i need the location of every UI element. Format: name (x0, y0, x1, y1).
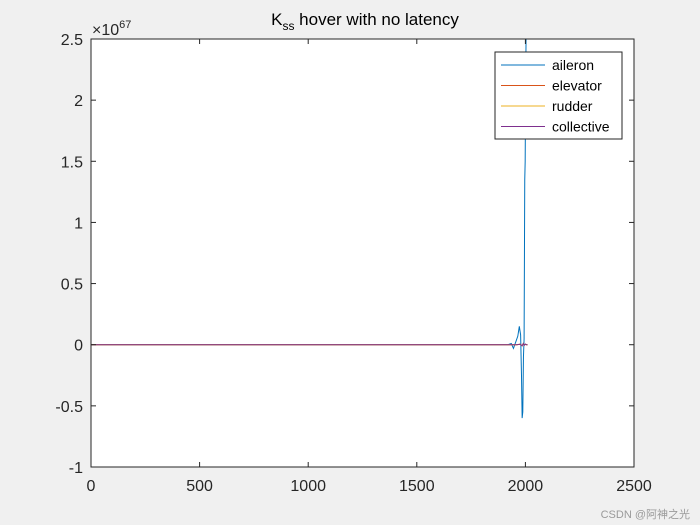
legend-label-collective: collective (552, 119, 610, 135)
legend-label-aileron: aileron (552, 57, 594, 73)
svg-text:Kss hover with no latency: Kss hover with no latency (271, 10, 459, 33)
x-tick-label: 1500 (399, 478, 435, 495)
x-tick-label: 1000 (290, 478, 326, 495)
watermark: CSDN @阿神之光 (601, 507, 690, 521)
chart-title: Kss hover with no latency (271, 10, 459, 33)
y-exponent-power: 67 (119, 19, 131, 31)
y-tick-label: 0.5 (61, 277, 83, 294)
y-exponent-label: ×1067 (92, 19, 131, 39)
series-line-aileron (91, 39, 528, 419)
series-line-collective (91, 342, 528, 347)
legend-box (494, 51, 623, 140)
y-tick-label: -0.5 (55, 399, 83, 416)
title-rest: hover with no latency (294, 10, 459, 29)
title-main: K (271, 10, 283, 29)
svg-text:×1067: ×1067 (92, 19, 131, 39)
y-tick-label: 0 (74, 338, 83, 355)
ticks-layer: 0 500 1000 1500 2000 2500 -1 -0.5 0 0.5 1 1.5 2 2.5 (55, 32, 651, 495)
legend-label-rudder: rudder (552, 98, 593, 114)
y-tick-label: 2.5 (61, 32, 83, 49)
y-tick-label: 2 (74, 93, 83, 110)
title-subscript: ss (282, 19, 294, 33)
legend: aileron elevator rudder collective (494, 51, 623, 140)
axes-box (90, 38, 635, 468)
y-tick-label: 1 (74, 215, 83, 232)
legend-label-elevator: elevator (552, 78, 602, 94)
y-tick-label: -1 (69, 460, 83, 477)
series-layer (91, 39, 528, 419)
x-tick-label: 500 (186, 478, 213, 495)
y-tick-label: 1.5 (61, 154, 83, 171)
x-tick-label: 2000 (508, 478, 544, 495)
x-tick-label: 0 (87, 478, 96, 495)
y-exponent-base: ×10 (92, 22, 119, 39)
x-tick-label: 2500 (616, 478, 652, 495)
